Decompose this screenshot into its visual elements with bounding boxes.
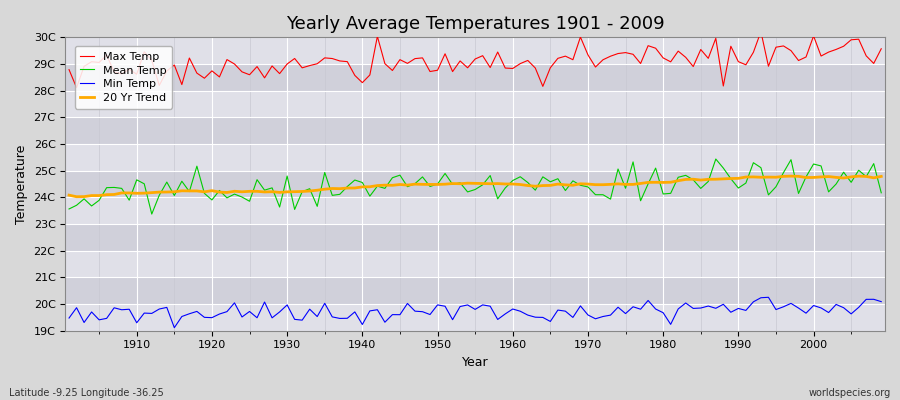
Min Temp xyxy=(605,313,616,318)
Bar xyxy=(66,251,885,277)
20 Yr Trend xyxy=(64,193,75,198)
Mean Temp xyxy=(710,157,721,162)
Bar xyxy=(66,64,885,91)
Mean Temp xyxy=(124,198,135,202)
Min Temp xyxy=(124,307,135,312)
Min Temp xyxy=(64,316,75,320)
Bar xyxy=(66,224,885,251)
Bar xyxy=(66,37,885,64)
Mean Temp xyxy=(342,184,353,189)
Bar xyxy=(66,117,885,144)
Min Temp xyxy=(763,295,774,300)
Line: Mean Temp: Mean Temp xyxy=(69,159,881,214)
Mean Temp xyxy=(605,197,616,202)
Min Temp xyxy=(508,307,518,312)
Text: Latitude -9.25 Longitude -36.25: Latitude -9.25 Longitude -36.25 xyxy=(9,388,164,398)
Max Temp xyxy=(876,46,886,51)
Max Temp xyxy=(64,67,75,72)
Y-axis label: Temperature: Temperature xyxy=(15,144,28,224)
Bar xyxy=(66,144,885,171)
Max Temp xyxy=(71,85,82,90)
Min Temp xyxy=(876,299,886,304)
Line: Max Temp: Max Temp xyxy=(69,32,881,88)
Mean Temp xyxy=(508,178,518,183)
20 Yr Trend xyxy=(786,174,796,178)
Bar xyxy=(66,171,885,197)
Legend: Max Temp, Mean Temp, Min Temp, 20 Yr Trend: Max Temp, Mean Temp, Min Temp, 20 Yr Tre… xyxy=(75,46,172,109)
20 Yr Trend xyxy=(71,194,82,199)
20 Yr Trend xyxy=(508,182,518,186)
Max Temp xyxy=(297,66,308,70)
Bar xyxy=(66,197,885,224)
Max Temp xyxy=(515,61,526,66)
Min Temp xyxy=(169,325,180,330)
Line: 20 Yr Trend: 20 Yr Trend xyxy=(69,176,881,197)
20 Yr Trend xyxy=(876,174,886,179)
Min Temp xyxy=(342,316,353,321)
Max Temp xyxy=(508,66,518,71)
Mean Temp xyxy=(297,189,308,194)
20 Yr Trend xyxy=(297,189,308,194)
X-axis label: Year: Year xyxy=(462,356,489,369)
Mean Temp xyxy=(64,206,75,211)
Max Temp xyxy=(131,72,142,76)
20 Yr Trend xyxy=(131,191,142,196)
Bar xyxy=(66,91,885,117)
Min Temp xyxy=(515,309,526,314)
Max Temp xyxy=(605,54,616,59)
Title: Yearly Average Temperatures 1901 - 2009: Yearly Average Temperatures 1901 - 2009 xyxy=(286,15,664,33)
20 Yr Trend xyxy=(515,182,526,187)
Mean Temp xyxy=(147,212,158,216)
20 Yr Trend xyxy=(605,182,616,187)
Text: worldspecies.org: worldspecies.org xyxy=(809,388,891,398)
20 Yr Trend xyxy=(342,186,353,190)
Mean Temp xyxy=(876,190,886,195)
Line: Min Temp: Min Temp xyxy=(69,297,881,328)
Min Temp xyxy=(297,318,308,322)
Max Temp xyxy=(342,59,353,64)
Bar xyxy=(66,277,885,304)
Mean Temp xyxy=(515,174,526,179)
Bar xyxy=(66,304,885,331)
Max Temp xyxy=(755,29,766,34)
